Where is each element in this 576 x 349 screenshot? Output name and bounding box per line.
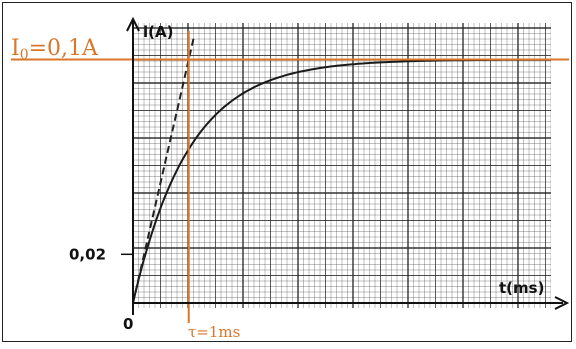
asymptote-label-rest: =0,1A bbox=[29, 36, 99, 61]
x-axis-label: t(ms) bbox=[499, 279, 544, 297]
asymptote-label-main: I bbox=[11, 36, 20, 61]
tau-label: τ=1ms bbox=[188, 323, 240, 341]
y-axis-label: i(A) bbox=[143, 23, 173, 41]
asymptote-label: I0=0,1A bbox=[11, 36, 99, 63]
current-growth-chart: i(A) t(ms) 0 0,02 I0=0,1A τ=1ms bbox=[3, 3, 576, 349]
origin-label: 0 bbox=[123, 315, 133, 333]
y-tick-label: 0,02 bbox=[69, 245, 106, 263]
asymptote-label-sub: 0 bbox=[20, 47, 29, 63]
chart-frame: i(A) t(ms) 0 0,02 I0=0,1A τ=1ms bbox=[2, 2, 572, 342]
